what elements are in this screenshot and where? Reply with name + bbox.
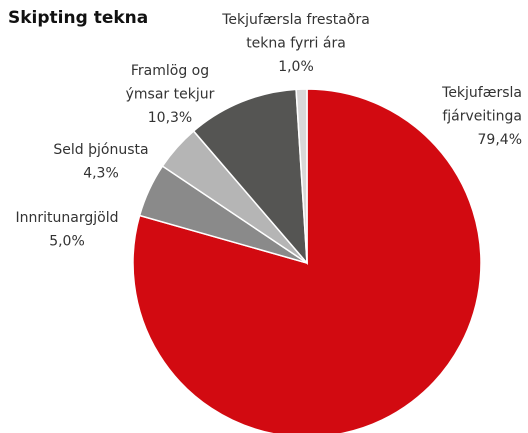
slice-label: fjárveitinga <box>442 109 522 125</box>
pie-slice <box>192 88 308 266</box>
slice-value-label: 4,3% <box>83 166 119 182</box>
slice-label: Innritunargjöld <box>16 210 119 226</box>
slice-value-label: 1,0% <box>278 59 314 75</box>
slice-value-label: 10,3% <box>148 110 192 126</box>
slice-label: Tekjufærsla <box>441 85 522 101</box>
slice-label: Framlög og <box>131 63 209 79</box>
pie-slice <box>295 88 308 264</box>
slice-value-label: 79,4% <box>478 132 522 148</box>
slice-label: ýmsar tekjur <box>126 87 215 103</box>
slice-label: tekna fyrri ára <box>246 36 346 52</box>
chart-title: Skipting tekna <box>8 8 148 28</box>
slice-value-label: 5,0% <box>49 234 85 250</box>
slice-label: Tekjufærsla frestaðra <box>221 12 370 28</box>
slice-label: Seld þjónusta <box>53 142 148 158</box>
